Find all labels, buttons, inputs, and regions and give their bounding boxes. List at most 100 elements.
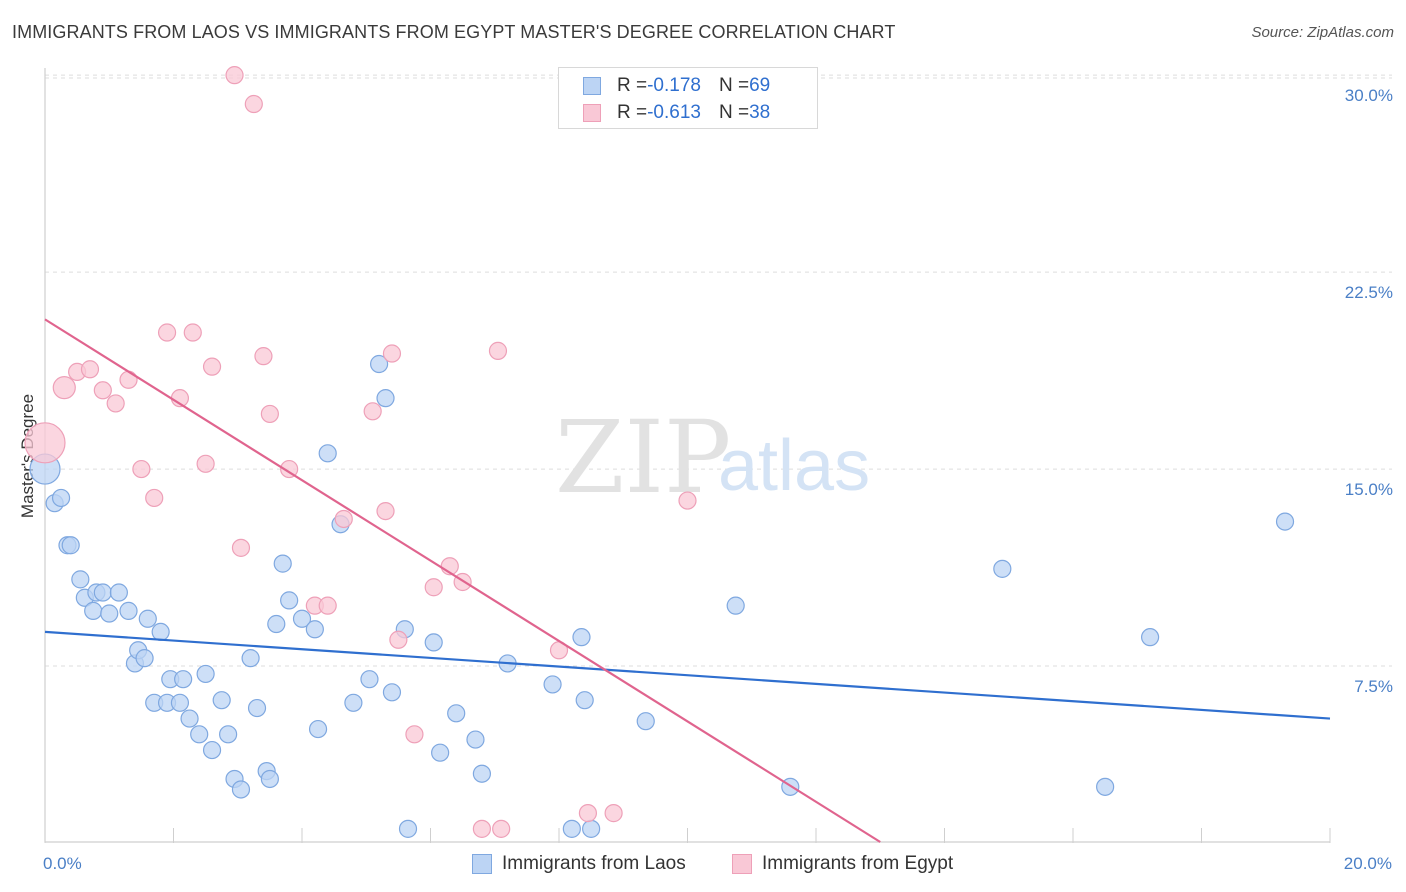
bottom-legend-label-egypt: Immigrants from Egypt [762, 853, 954, 874]
laos-point [376, 389, 395, 408]
legend-n-value-egypt: 38 [749, 102, 771, 123]
legend-n-label-egypt: N = [718, 102, 750, 123]
egypt-point [196, 454, 215, 473]
egypt-point [157, 323, 177, 342]
laos-point [447, 704, 466, 723]
laos-point [1096, 777, 1115, 796]
laos-point [247, 698, 267, 718]
legend-r-label-laos: R = [617, 75, 648, 96]
laos-point [280, 591, 299, 610]
x-tick-label: 20.0% [1344, 854, 1392, 873]
laos-point [241, 649, 260, 668]
laos-point [398, 819, 418, 838]
egypt-point [183, 323, 202, 342]
egypt-point [244, 94, 263, 114]
egypt-point [260, 404, 279, 424]
laos-point [212, 691, 231, 710]
laos-point [360, 670, 379, 689]
egypt-point [280, 459, 299, 479]
laos-point [575, 691, 594, 710]
laos-point [382, 683, 402, 702]
egypt-point [254, 347, 273, 366]
watermark-atlas: atlas [718, 426, 870, 506]
y-tick-label: 15.0% [1345, 480, 1393, 499]
laos-point [993, 559, 1012, 578]
egypt-point [119, 370, 138, 389]
laos-point [84, 601, 103, 620]
legend-n-label-laos: N = [718, 75, 750, 96]
laos-point [636, 712, 655, 731]
source-label: Source: ZipAtlas.com [1251, 24, 1394, 41]
egypt-point [202, 357, 222, 376]
bottom-legend-swatch-laos [472, 854, 492, 874]
egypt-point [376, 501, 395, 521]
laos-point [726, 596, 745, 615]
trend-line-egypt [44, 318, 881, 843]
legend-r-value-egypt: -0.613 [647, 102, 701, 123]
tick-labels: 7.5% 15.0% 22.5% 30.0% 0.0% 20.0% [43, 86, 1393, 873]
laos-point [472, 764, 491, 783]
laos-point [267, 614, 286, 634]
laos-point [61, 536, 80, 555]
laos-point [431, 743, 450, 762]
laos-point [180, 709, 199, 728]
egypt-point [334, 509, 353, 529]
egypt-point [24, 422, 66, 464]
chart-title: IMMIGRANTS FROM LAOS VS IMMIGRANTS FROM … [12, 22, 896, 42]
laos-point [170, 693, 190, 712]
legend-row-laos: R = -0.178 N = 69 [583, 75, 770, 97]
laos-point [51, 488, 71, 508]
laos-point [109, 583, 128, 602]
egypt-point [382, 344, 402, 363]
laos-point [71, 570, 90, 589]
laos-point [190, 725, 209, 744]
laos-point [308, 719, 328, 739]
egypt-point [52, 376, 76, 400]
legend-swatch-laos [583, 77, 601, 95]
laos-point [466, 730, 485, 749]
grid [45, 74, 1392, 667]
laos-point [100, 604, 119, 623]
egypt-point [578, 804, 598, 823]
laos-point [305, 620, 324, 639]
laos-point [119, 601, 138, 620]
egypt-point [106, 394, 125, 413]
egypt-point [488, 341, 508, 360]
egypt-point [472, 819, 491, 838]
legend-r-label-egypt: R = [617, 102, 648, 123]
egypt-point [145, 488, 164, 508]
laos-point [135, 649, 154, 668]
legend-swatch-egypt [583, 104, 601, 122]
laos-point [543, 675, 562, 694]
y-tick-label: 30.0% [1345, 86, 1393, 105]
y-tick-label: 22.5% [1345, 283, 1393, 302]
legend-row-egypt: R = -0.613 N = 38 [583, 102, 770, 124]
bottom-legend-egypt: Immigrants from Egypt [732, 852, 953, 876]
egypt-point [231, 538, 251, 557]
egypt-point [424, 578, 443, 597]
egypt-point [604, 804, 623, 823]
egypt-point [93, 381, 112, 400]
egypt-point [318, 596, 337, 615]
laos-point [318, 444, 337, 463]
trend-line-laos [44, 630, 1331, 720]
laos-point [231, 780, 251, 799]
x-tick-label: 0.0% [43, 854, 82, 873]
watermark-zip: ZIP [555, 399, 731, 516]
egypt-point [405, 725, 424, 744]
laos-point [344, 693, 363, 712]
laos-point [273, 554, 292, 573]
stats-legend: R = -0.178 N = 69 R = -0.613 N = 38 [558, 67, 818, 129]
y-axis-label: Master's Degree [18, 394, 37, 518]
legend-r-value-laos: -0.178 [647, 75, 701, 96]
legend-n-value-laos: 69 [749, 75, 771, 96]
laos-point [1140, 628, 1160, 647]
bottom-legend-laos: Immigrants from Laos [472, 852, 686, 876]
egypt-point [80, 360, 100, 379]
laos-point [582, 819, 601, 838]
laos-point [1275, 512, 1295, 531]
bottom-legend-swatch-egypt [732, 854, 752, 874]
bottom-legend-label-laos: Immigrants from Laos [502, 853, 686, 874]
laos-point [151, 622, 170, 641]
